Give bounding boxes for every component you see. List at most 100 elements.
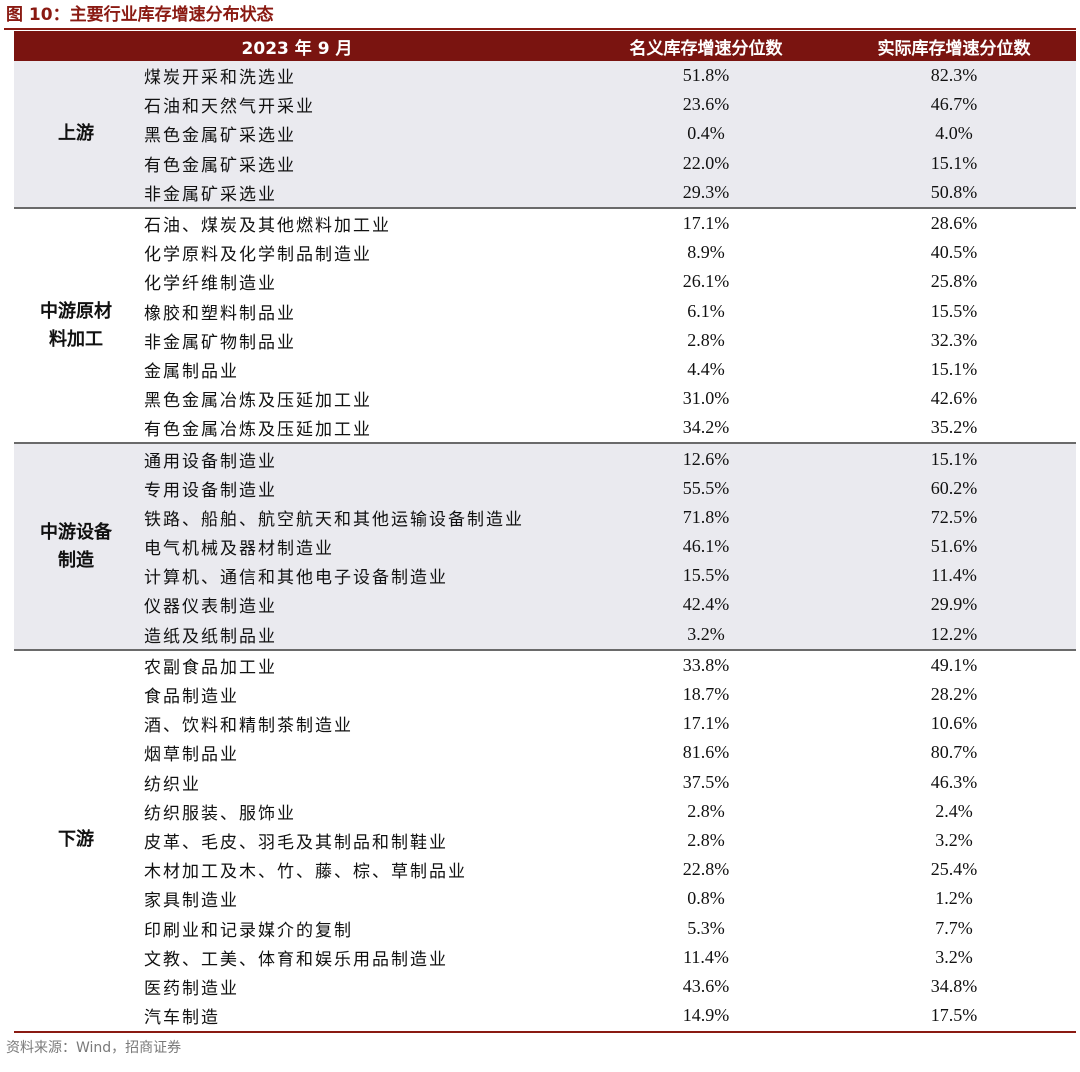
real-percentile: 17.5% — [930, 1005, 978, 1026]
industry-name: 皮革、毛皮、羽毛及其制品和制鞋业 — [144, 832, 448, 853]
table-group: 上游 煤炭开采和洗选业 51.8% 82.3% 石油和天然气开采业 23.6% 46.7% 黑… — [14, 61, 1076, 207]
nominal-percentile: 33.8% — [682, 654, 730, 675]
industry-name: 汽车制造 — [144, 1008, 220, 1029]
industry-name: 通用设备制造业 — [144, 451, 277, 472]
nominal-percentile: 51.8% — [682, 65, 730, 86]
table-row: 木材加工及木、竹、藤、棕、草制品业 22.8% 25.4% — [138, 855, 1076, 884]
industry-name: 造纸及纸制品业 — [144, 626, 277, 647]
group-label: 下游 — [58, 829, 94, 851]
table-row: 汽车制造 14.9% 17.5% — [138, 1001, 1076, 1030]
real-percentile: 42.6% — [930, 388, 978, 409]
industry-name: 有色金属冶炼及压延加工业 — [144, 420, 372, 441]
nominal-percentile: 4.4% — [687, 358, 725, 379]
group-label: 中游设备 制造 — [40, 521, 112, 571]
nominal-percentile: 26.1% — [682, 271, 730, 292]
table-row: 金属制品业 4.4% 15.1% — [138, 355, 1076, 384]
nominal-percentile: 15.5% — [682, 565, 730, 586]
real-percentile: 3.2% — [935, 829, 973, 850]
table-row: 造纸及纸制品业 3.2% 12.2% — [138, 620, 1076, 649]
industry-name: 家具制造业 — [144, 891, 239, 912]
nominal-percentile: 2.8% — [687, 829, 725, 850]
table-row: 有色金属冶炼及压延加工业 34.2% 35.2% — [138, 413, 1076, 442]
real-percentile: 32.3% — [930, 329, 978, 350]
real-percentile: 15.5% — [930, 300, 978, 321]
real-percentile: 2.4% — [935, 800, 973, 821]
table-row: 专用设备制造业 55.5% 60.2% — [138, 474, 1076, 503]
real-percentile: 15.1% — [930, 448, 978, 469]
industry-name: 纺织服装、服饰业 — [144, 803, 296, 824]
real-percentile: 25.8% — [930, 271, 978, 292]
group-separator — [14, 206, 1076, 209]
industry-name: 医药制造业 — [144, 978, 239, 999]
group-label: 上游 — [58, 122, 94, 144]
real-percentile: 34.8% — [930, 975, 978, 996]
industry-name: 黑色金属冶炼及压延加工业 — [144, 391, 372, 412]
industry-name: 石油、煤炭及其他燃料加工业 — [144, 216, 391, 237]
title-rule — [4, 28, 1076, 30]
table-row: 铁路、船舶、航空航天和其他运输设备制造业 71.8% 72.5% — [138, 503, 1076, 532]
table-row: 非金属矿物制品业 2.8% 32.3% — [138, 326, 1076, 355]
nominal-percentile: 14.9% — [682, 1005, 730, 1026]
nominal-percentile: 46.1% — [682, 536, 730, 557]
industry-name: 金属制品业 — [144, 361, 239, 382]
table-group: 下游 农副食品加工业 33.8% 49.1% 食品制造业 18.7% 28.2% 酒、饮料和精… — [14, 651, 1076, 1030]
industry-name: 仪器仪表制造业 — [144, 597, 277, 618]
nominal-percentile: 29.3% — [682, 181, 730, 202]
table-row: 电气机械及器材制造业 46.1% 51.6% — [138, 532, 1076, 561]
industry-name: 橡胶和塑料制品业 — [144, 303, 296, 324]
table-row: 皮革、毛皮、羽毛及其制品和制鞋业 2.8% 3.2% — [138, 826, 1076, 855]
real-percentile: 60.2% — [930, 477, 978, 498]
industry-name: 非金属矿物制品业 — [144, 332, 296, 353]
table-row: 煤炭开采和洗选业 51.8% 82.3% — [138, 61, 1076, 90]
table-row: 橡胶和塑料制品业 6.1% 15.5% — [138, 297, 1076, 326]
real-percentile: 15.1% — [930, 358, 978, 379]
table-row: 非金属矿采选业 29.3% 50.8% — [138, 178, 1076, 207]
real-percentile: 28.6% — [930, 213, 978, 234]
real-percentile: 46.3% — [930, 771, 978, 792]
nominal-percentile: 17.1% — [682, 213, 730, 234]
table-row: 医药制造业 43.6% 34.8% — [138, 972, 1076, 1001]
table-row: 文教、工美、体育和娱乐用品制造业 11.4% 3.2% — [138, 943, 1076, 972]
table-row: 纺织业 37.5% 46.3% — [138, 768, 1076, 797]
industry-name: 专用设备制造业 — [144, 480, 277, 501]
nominal-percentile: 6.1% — [687, 300, 725, 321]
real-percentile: 46.7% — [930, 94, 978, 115]
nominal-percentile: 12.6% — [682, 448, 730, 469]
figure-title: 图 10：主要行业库存增速分布状态 — [6, 5, 274, 25]
real-percentile: 50.8% — [930, 181, 978, 202]
nominal-percentile: 0.8% — [687, 888, 725, 909]
table-row: 食品制造业 18.7% 28.2% — [138, 680, 1076, 709]
source-note: 资料来源：Wind，招商证券 — [6, 1040, 182, 1056]
real-percentile: 4.0% — [935, 123, 973, 144]
table-group: 中游原材 料加工 石油、煤炭及其他燃料加工业 17.1% 28.6% 化学原料及化学制品制… — [14, 209, 1076, 443]
header-real: 实际库存增速分位数 — [877, 38, 1031, 59]
nominal-percentile: 42.4% — [682, 594, 730, 615]
nominal-percentile: 11.4% — [683, 946, 729, 967]
table-body: 上游 煤炭开采和洗选业 51.8% 82.3% 石油和天然气开采业 23.6% 46.7% 黑… — [14, 61, 1076, 1030]
real-percentile: 12.2% — [930, 623, 978, 644]
industry-name: 化学原料及化学制品制造业 — [144, 245, 372, 266]
real-percentile: 72.5% — [930, 506, 978, 527]
nominal-percentile: 3.2% — [687, 623, 725, 644]
table-row: 仪器仪表制造业 42.4% 29.9% — [138, 590, 1076, 619]
industry-name: 文教、工美、体育和娱乐用品制造业 — [144, 949, 448, 970]
industry-name: 石油和天然气开采业 — [144, 97, 315, 118]
industry-name: 烟草制品业 — [144, 745, 239, 766]
nominal-percentile: 8.9% — [687, 242, 725, 263]
industry-name: 黑色金属矿采选业 — [144, 126, 296, 147]
real-percentile: 80.7% — [930, 742, 978, 763]
nominal-percentile: 81.6% — [682, 742, 730, 763]
table-row: 黑色金属矿采选业 0.4% 4.0% — [138, 119, 1076, 148]
industry-name: 铁路、船舶、航空航天和其他运输设备制造业 — [144, 509, 524, 530]
real-percentile: 29.9% — [930, 594, 978, 615]
industry-name: 印刷业和记录媒介的复制 — [144, 920, 353, 941]
table-row: 黑色金属冶炼及压延加工业 31.0% 42.6% — [138, 384, 1076, 413]
group-label: 中游原材 料加工 — [40, 300, 112, 350]
real-percentile: 1.2% — [935, 888, 973, 909]
table-row: 印刷业和记录媒介的复制 5.3% 7.7% — [138, 913, 1076, 942]
table-row: 通用设备制造业 12.6% 15.1% — [138, 444, 1076, 473]
industry-name: 化学纤维制造业 — [144, 274, 277, 295]
header-nominal: 名义库存增速分位数 — [629, 38, 783, 59]
table-row: 有色金属矿采选业 22.0% 15.1% — [138, 149, 1076, 178]
nominal-percentile: 31.0% — [682, 388, 730, 409]
